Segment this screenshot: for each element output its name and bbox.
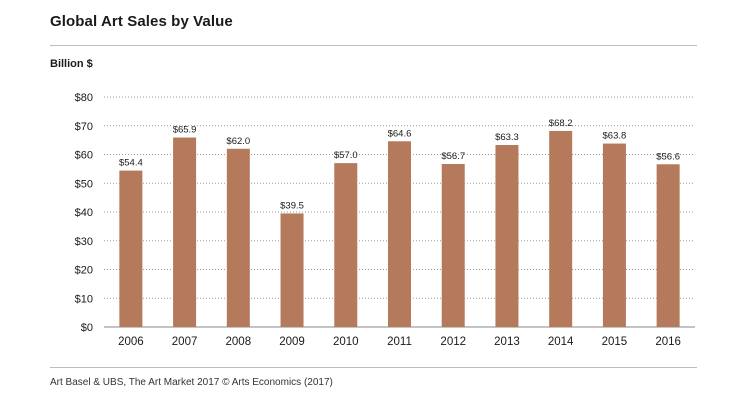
unit-label: Billion $ bbox=[50, 58, 93, 70]
data-label: $56.6 bbox=[656, 151, 680, 162]
y-tick-label: $70 bbox=[75, 121, 93, 133]
data-label: $63.8 bbox=[603, 131, 627, 142]
data-label: $56.7 bbox=[441, 151, 465, 162]
bar-2009 bbox=[280, 213, 304, 327]
top-divider bbox=[50, 45, 697, 46]
x-tick-label: 2012 bbox=[440, 336, 466, 348]
y-tick-label: $20 bbox=[75, 265, 93, 277]
y-tick-label: $40 bbox=[75, 207, 93, 219]
x-tick-label: 2016 bbox=[655, 336, 681, 348]
data-label: $64.6 bbox=[388, 128, 412, 139]
y-tick-label: $60 bbox=[75, 150, 93, 162]
bar-2015 bbox=[602, 143, 626, 327]
x-tick-label: 2008 bbox=[226, 336, 252, 348]
bar-2016 bbox=[656, 164, 680, 327]
chart-title: Global Art Sales by Value bbox=[50, 13, 233, 30]
source-note: Art Basel & UBS, The Art Market 2017 © A… bbox=[50, 377, 333, 388]
bar-2013 bbox=[495, 145, 519, 327]
data-label: $54.4 bbox=[119, 158, 143, 169]
data-label: $65.9 bbox=[173, 125, 197, 136]
bottom-divider bbox=[50, 367, 697, 368]
x-tick-label: 2009 bbox=[279, 336, 305, 348]
bar-2007 bbox=[173, 137, 197, 327]
y-tick-label: $80 bbox=[75, 92, 93, 104]
x-tick-label: 2006 bbox=[118, 336, 144, 348]
x-tick-label: 2007 bbox=[172, 336, 198, 348]
data-label: $68.2 bbox=[549, 118, 573, 129]
bar-2012 bbox=[441, 163, 465, 327]
bar-2014 bbox=[549, 130, 573, 327]
data-label: $62.0 bbox=[226, 136, 250, 147]
y-tick-label: $0 bbox=[81, 322, 93, 334]
bar-2008 bbox=[226, 148, 250, 327]
data-label: $39.5 bbox=[280, 200, 304, 211]
x-tick-label: 2015 bbox=[602, 336, 628, 348]
bar-2011 bbox=[388, 141, 411, 327]
data-label: $63.3 bbox=[495, 132, 519, 143]
x-tick-label: 2011 bbox=[387, 336, 412, 348]
y-tick-label: $10 bbox=[75, 293, 93, 305]
x-tick-label: 2014 bbox=[548, 336, 574, 348]
y-tick-label: $30 bbox=[75, 236, 93, 248]
x-tick-label: 2010 bbox=[333, 336, 359, 348]
bar-2006 bbox=[119, 170, 143, 327]
bar-2010 bbox=[334, 163, 358, 327]
x-tick-label: 2013 bbox=[494, 336, 520, 348]
data-label: $57.0 bbox=[334, 150, 358, 161]
y-tick-label: $50 bbox=[75, 178, 93, 190]
